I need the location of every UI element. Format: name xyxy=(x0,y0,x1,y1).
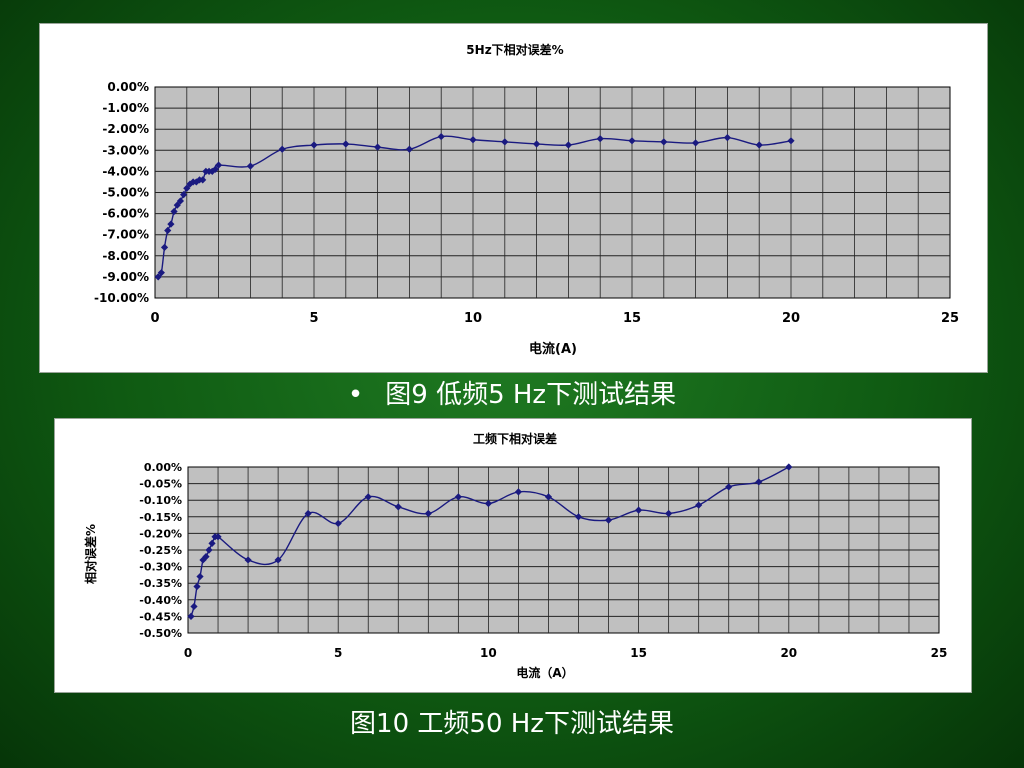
data-point xyxy=(205,546,213,554)
data-point xyxy=(514,488,523,496)
data-point xyxy=(469,136,477,144)
chart-panel-power-frequency: 0.00% -0.05% -0.10% -0.15% -0.20% -0.25% -0.30… xyxy=(54,418,972,693)
x-tick-label: 10 xyxy=(464,311,482,326)
data-point xyxy=(196,572,204,581)
gridlines xyxy=(155,87,950,298)
x-tick-label: 20 xyxy=(782,311,800,326)
data-point xyxy=(180,191,188,199)
y-tick-label: -3.00% xyxy=(102,143,149,157)
y-tick-label: -5.00% xyxy=(102,186,149,200)
data-point xyxy=(785,463,793,471)
y-tick-label: -9.00% xyxy=(102,270,149,284)
x-tick-label: 25 xyxy=(941,311,959,326)
y-tick-label: -0.30% xyxy=(139,561,182,574)
chart-panel-5hz: 0.00% -1.00% -2.00% -3.00% -4.00% -5.00% -6.00… xyxy=(39,23,988,373)
x-tick-label: 5 xyxy=(309,311,318,326)
data-point xyxy=(278,145,286,153)
data-point xyxy=(183,184,191,192)
chart-title: 5Hz下相对误差% xyxy=(466,42,563,57)
chart-title: 工频下相对误差 xyxy=(473,431,557,446)
x-tick-label: 0 xyxy=(150,311,159,326)
y-tick-label: 0.00% xyxy=(107,80,149,94)
y-tick-label: -1.00% xyxy=(102,101,149,115)
x-tick-label: 25 xyxy=(931,646,948,660)
data-point xyxy=(364,493,372,501)
data-point xyxy=(405,145,413,153)
data-point xyxy=(246,162,254,170)
data-point xyxy=(564,141,572,149)
y-tick-label: -0.40% xyxy=(139,594,182,607)
y-tick-label: -0.50% xyxy=(139,627,182,640)
y-tick-label: -0.45% xyxy=(139,610,182,623)
data-point xyxy=(199,176,207,184)
y-tick-label: -7.00% xyxy=(102,228,149,242)
x-tick-label: 15 xyxy=(630,646,647,660)
x-axis-label: 电流（A） xyxy=(516,665,573,680)
chart-power-frequency-relative-error: 0.00% -0.05% -0.10% -0.15% -0.20% -0.25% -0.30… xyxy=(83,431,948,680)
y-tick-label: -0.10% xyxy=(139,494,182,507)
x-tick-label: 5 xyxy=(334,646,342,660)
y-tick-label: -0.05% xyxy=(139,478,182,491)
data-point xyxy=(157,269,165,277)
y-tick-label: -0.35% xyxy=(139,577,182,590)
data-point xyxy=(170,207,178,216)
data-point xyxy=(374,143,382,151)
data-point xyxy=(173,201,181,209)
data-point xyxy=(692,139,700,147)
y-tick-label: -6.00% xyxy=(102,207,149,221)
data-point xyxy=(695,501,703,509)
data-point xyxy=(755,141,763,149)
data-point xyxy=(755,478,763,486)
x-tick-label: 10 xyxy=(480,646,497,660)
y-tick-label: -0.20% xyxy=(139,527,182,540)
figure-10-caption: 图10 工频50 Hz下测试结果 xyxy=(0,703,1024,740)
data-point xyxy=(160,243,169,251)
figure-9-caption-text: 图9 低频5 Hz下测试结果 xyxy=(385,380,677,410)
x-tick-label: 20 xyxy=(780,646,797,660)
data-point xyxy=(164,226,172,235)
gridlines xyxy=(188,467,939,633)
x-tick-label: 15 xyxy=(623,311,641,326)
y-tick-label: -8.00% xyxy=(102,249,149,263)
data-point xyxy=(342,140,350,148)
figure-9-caption: • 图9 低频5 Hz下测试结果 xyxy=(0,374,1024,411)
data-point xyxy=(484,499,492,508)
data-point xyxy=(533,140,541,148)
data-point xyxy=(437,132,445,141)
data-point xyxy=(596,135,604,143)
caption-bullet: • xyxy=(347,380,364,410)
data-point xyxy=(454,493,462,501)
data-point xyxy=(274,556,282,564)
y-tick-label: -10.00% xyxy=(94,291,149,305)
data-point xyxy=(211,165,220,173)
y-tick-label: -0.25% xyxy=(139,544,182,557)
y-tick-label: -4.00% xyxy=(102,164,149,178)
data-point xyxy=(310,141,318,149)
data-point xyxy=(167,220,175,228)
figure-10-caption-text: 图10 工频50 Hz下测试结果 xyxy=(350,709,674,739)
y-tick-label: 0.00% xyxy=(144,461,182,474)
y-tick-label: -2.00% xyxy=(102,122,149,136)
data-point xyxy=(190,602,198,611)
data-point xyxy=(628,137,636,145)
x-tick-label: 0 xyxy=(184,646,192,660)
chart-5hz-relative-error: 0.00% -1.00% -2.00% -3.00% -4.00% -5.00% -6.00… xyxy=(94,42,959,357)
data-point xyxy=(394,503,402,511)
data-point xyxy=(176,197,185,205)
y-tick-label: -0.15% xyxy=(139,511,182,524)
data-point xyxy=(215,161,223,169)
data-point xyxy=(202,553,210,561)
data-point xyxy=(544,493,553,501)
data-point xyxy=(604,516,613,524)
y-axis-label: 相对误差% xyxy=(83,524,98,584)
x-axis-label: 电流(A) xyxy=(529,341,577,357)
data-point xyxy=(574,513,583,521)
data-point xyxy=(787,137,795,145)
